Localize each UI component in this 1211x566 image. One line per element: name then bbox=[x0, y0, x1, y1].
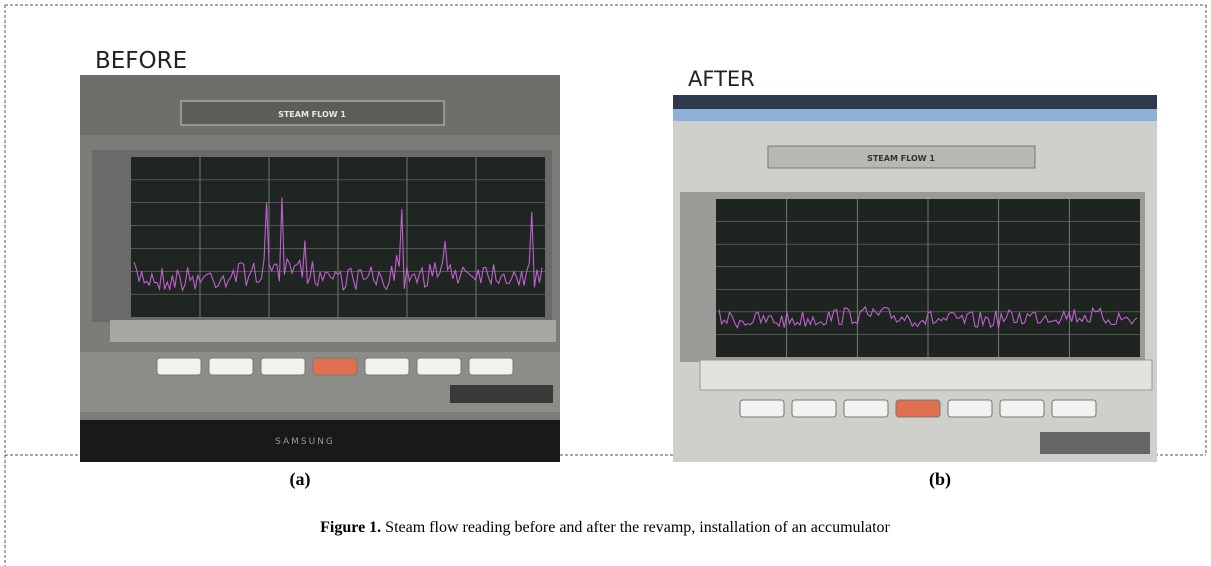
panel-label: (a) bbox=[290, 469, 311, 490]
button-bar bbox=[450, 385, 553, 403]
screen-button bbox=[261, 358, 305, 375]
screen-button bbox=[1052, 400, 1096, 417]
page: STEAM FLOW 1 SAMSUNG STEAM FLOW 1 BEFORE… bbox=[0, 0, 1211, 566]
caption: Figure 1.Steam flow reading before and a… bbox=[320, 519, 890, 536]
screen-button bbox=[740, 400, 784, 417]
screen-button bbox=[365, 358, 409, 375]
screen-title: STEAM FLOW 1 bbox=[867, 154, 935, 163]
caption-number: Figure 1. bbox=[320, 519, 381, 536]
panel-label: (b) bbox=[929, 469, 951, 490]
screen-title: STEAM FLOW 1 bbox=[278, 110, 346, 119]
panel-heading: AFTER bbox=[688, 67, 755, 91]
caption-text: Steam flow reading before and after the … bbox=[385, 519, 890, 536]
time-strip bbox=[700, 360, 1152, 390]
screen-button bbox=[313, 358, 357, 375]
panel-heading: BEFORE bbox=[95, 48, 187, 74]
brand: SAMSUNG bbox=[275, 437, 335, 447]
screen-button bbox=[844, 400, 888, 417]
screen-button bbox=[209, 358, 253, 375]
screen-button bbox=[157, 358, 201, 375]
screen-button bbox=[896, 400, 940, 417]
photo-before: STEAM FLOW 1 SAMSUNG bbox=[80, 75, 560, 462]
screen-button bbox=[948, 400, 992, 417]
window-bar bbox=[673, 95, 1157, 109]
screen-button bbox=[1000, 400, 1044, 417]
photo-after: STEAM FLOW 1 bbox=[673, 95, 1157, 462]
screen-button bbox=[792, 400, 836, 417]
button-bar bbox=[1040, 432, 1150, 454]
time-strip bbox=[110, 320, 556, 342]
screen-button bbox=[417, 358, 461, 375]
window-titlebar bbox=[673, 109, 1157, 121]
screen-button bbox=[469, 358, 513, 375]
figure: STEAM FLOW 1 SAMSUNG STEAM FLOW 1 BEFORE… bbox=[0, 0, 1211, 566]
